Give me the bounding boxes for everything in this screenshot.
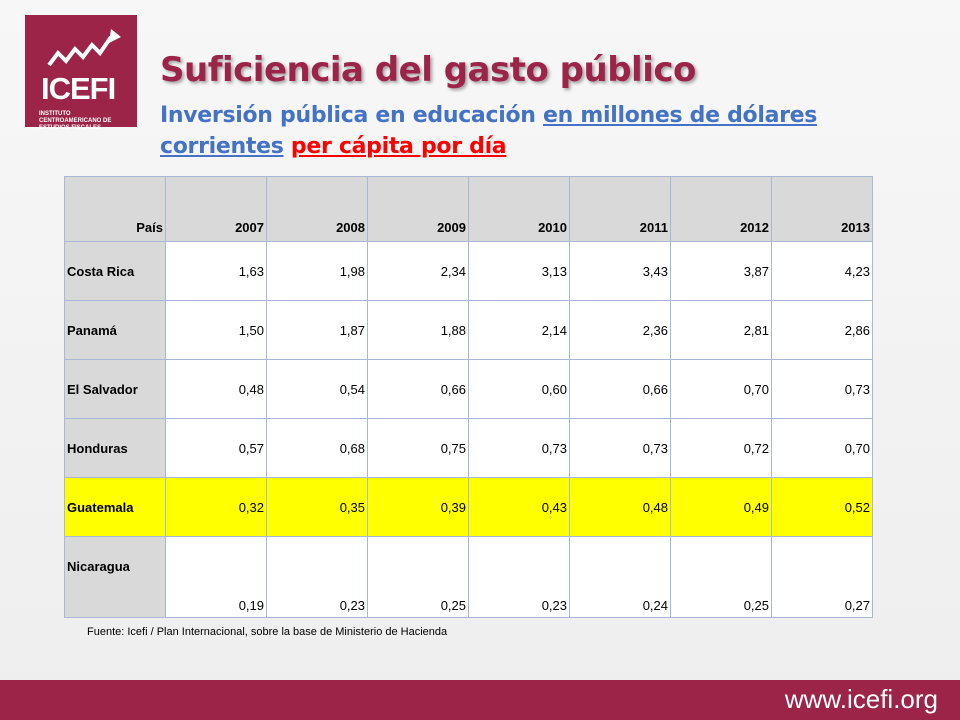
value-cell: 3,13 bbox=[468, 241, 570, 301]
value-cell: 0,54 bbox=[266, 359, 368, 419]
country-cell: Honduras bbox=[64, 418, 166, 478]
country-cell: El Salvador bbox=[64, 359, 166, 419]
table-row: Nicaragua 0,19 0,23 0,25 0,23 0,24 0,25 … bbox=[64, 536, 873, 618]
value-cell: 1,63 bbox=[165, 241, 267, 301]
value-cell: 2,34 bbox=[367, 241, 469, 301]
value-cell: 0,48 bbox=[165, 359, 267, 419]
value-cell: 0,60 bbox=[468, 359, 570, 419]
value-cell: 0,23 bbox=[266, 536, 368, 618]
table-row-highlighted: Guatemala 0,32 0,35 0,39 0,43 0,48 0,49 … bbox=[64, 477, 873, 537]
table-row: Panamá 1,50 1,87 1,88 2,14 2,36 2,81 2,8… bbox=[64, 300, 873, 360]
rising-zigzag-chart-icon bbox=[47, 29, 121, 67]
logo-name: ICEFI bbox=[41, 71, 116, 106]
header-year: 2011 bbox=[569, 176, 671, 242]
logo-subtitle: INSTITUTO CENTROAMERICANO DE ESTUDIOS FI… bbox=[39, 111, 112, 131]
header-year: 2010 bbox=[468, 176, 570, 242]
value-cell: 3,87 bbox=[670, 241, 772, 301]
value-cell: 0,73 bbox=[468, 418, 570, 478]
value-cell: 0,70 bbox=[771, 418, 873, 478]
table-header-row: País 2007 2008 2009 2010 2011 2012 2013 bbox=[64, 176, 873, 242]
value-cell: 0,27 bbox=[771, 536, 873, 618]
value-cell: 0,75 bbox=[367, 418, 469, 478]
footer-bar: www.icefi.org bbox=[0, 680, 960, 720]
value-cell: 0,25 bbox=[367, 536, 469, 618]
country-cell: Guatemala bbox=[64, 477, 166, 537]
subtitle-per-capita: per cápita por día bbox=[290, 134, 507, 159]
country-cell: Panamá bbox=[64, 300, 166, 360]
source-note: Fuente: Icefi / Plan Internacional, sobr… bbox=[87, 626, 448, 638]
value-cell: 2,14 bbox=[468, 300, 570, 360]
value-cell: 0,72 bbox=[670, 418, 772, 478]
value-cell: 0,66 bbox=[367, 359, 469, 419]
value-cell: 0,32 bbox=[165, 477, 267, 537]
value-cell: 2,36 bbox=[569, 300, 671, 360]
country-cell: Costa Rica bbox=[64, 241, 166, 301]
value-cell: 4,23 bbox=[771, 241, 873, 301]
value-cell: 0,73 bbox=[569, 418, 671, 478]
header-year: 2009 bbox=[367, 176, 469, 242]
header-year: 2007 bbox=[165, 176, 267, 242]
value-cell: 0,39 bbox=[367, 477, 469, 537]
page-title: Suficiencia del gasto público bbox=[160, 50, 696, 90]
table-row: El Salvador 0,48 0,54 0,66 0,60 0,66 0,7… bbox=[64, 359, 873, 419]
subtitle-units: en millones de dólares corrientes bbox=[160, 103, 818, 159]
value-cell: 1,87 bbox=[266, 300, 368, 360]
value-cell: 0,57 bbox=[165, 418, 267, 478]
footer-url: www.icefi.org bbox=[784, 684, 938, 714]
header-year: 2013 bbox=[771, 176, 873, 242]
page-subtitle: Inversión pública en educación en millon… bbox=[160, 100, 880, 162]
header-country: País bbox=[64, 176, 166, 242]
value-cell: 0,70 bbox=[670, 359, 772, 419]
value-cell: 3,43 bbox=[569, 241, 671, 301]
subtitle-space bbox=[284, 134, 291, 159]
value-cell: 0,73 bbox=[771, 359, 873, 419]
value-cell: 0,35 bbox=[266, 477, 368, 537]
value-cell: 0,49 bbox=[670, 477, 772, 537]
icefi-logo: ICEFI INSTITUTO CENTROAMERICANO DE ESTUD… bbox=[25, 15, 137, 131]
table-row: Costa Rica 1,63 1,98 2,34 3,13 3,43 3,87… bbox=[64, 241, 873, 301]
country-cell: Nicaragua bbox=[64, 536, 166, 618]
value-cell: 0,24 bbox=[569, 536, 671, 618]
value-cell: 0,68 bbox=[266, 418, 368, 478]
education-spending-table: País 2007 2008 2009 2010 2011 2012 2013 … bbox=[64, 176, 873, 618]
value-cell: 0,23 bbox=[468, 536, 570, 618]
value-cell: 1,50 bbox=[165, 300, 267, 360]
value-cell: 0,48 bbox=[569, 477, 671, 537]
value-cell: 1,88 bbox=[367, 300, 469, 360]
subtitle-part-1: Inversión pública en educación bbox=[160, 103, 543, 128]
value-cell: 2,86 bbox=[771, 300, 873, 360]
value-cell: 0,19 bbox=[165, 536, 267, 618]
value-cell: 0,52 bbox=[771, 477, 873, 537]
header-year: 2012 bbox=[670, 176, 772, 242]
value-cell: 2,81 bbox=[670, 300, 772, 360]
value-cell: 0,66 bbox=[569, 359, 671, 419]
value-cell: 0,25 bbox=[670, 536, 772, 618]
value-cell: 0,43 bbox=[468, 477, 570, 537]
header-year: 2008 bbox=[266, 176, 368, 242]
value-cell: 1,98 bbox=[266, 241, 368, 301]
table-row: Honduras 0,57 0,68 0,75 0,73 0,73 0,72 0… bbox=[64, 418, 873, 478]
